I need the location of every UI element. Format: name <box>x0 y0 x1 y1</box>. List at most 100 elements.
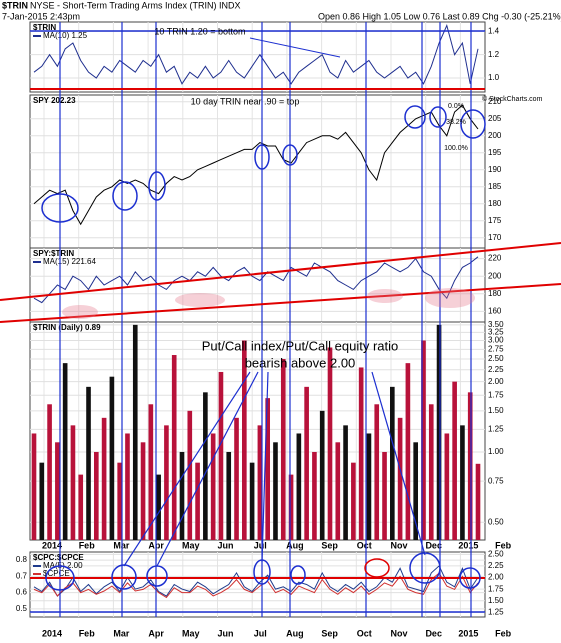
highlight <box>425 288 475 308</box>
arrow-line <box>261 371 269 563</box>
y-tick-label: 0.5 <box>16 604 28 613</box>
panel-title: $TRIN <box>33 23 56 32</box>
annotation: Put/Call index/Put/Call equity ratio <box>202 338 399 353</box>
y-tick-label: 2.00 <box>488 573 504 582</box>
circle-mark <box>41 193 79 223</box>
bar <box>452 381 457 540</box>
bar <box>101 417 107 540</box>
x-tick-label: Feb <box>79 540 96 550</box>
arrow-line <box>123 371 251 567</box>
bar <box>327 347 333 540</box>
y-tick-label: 3.50 <box>488 320 504 329</box>
bar <box>319 410 325 540</box>
bar <box>335 442 341 540</box>
x-tick-label: Mar <box>113 628 130 638</box>
annotation: 0.0% <box>448 103 464 110</box>
bar <box>421 340 426 540</box>
annotation: 100.0% <box>444 145 468 152</box>
bar <box>179 451 185 540</box>
y-tick-label: 1.00 <box>488 447 504 456</box>
bar <box>273 442 278 540</box>
highlight <box>175 293 225 307</box>
x-tick-label: Jun <box>217 540 233 550</box>
bar <box>343 425 348 540</box>
y-tick-label: 200 <box>488 131 502 140</box>
x-tick-label: Sep <box>321 628 338 638</box>
arrow-line <box>156 371 259 567</box>
x-tick-label: Feb <box>79 628 96 638</box>
annotation: 10 day TRIN near .90 = top <box>191 96 300 106</box>
x-tick-label: Feb <box>495 628 512 638</box>
panel <box>29 21 486 93</box>
bar <box>475 463 481 540</box>
y-tick-label: 160 <box>488 307 502 316</box>
bar <box>132 324 138 540</box>
y-tick-label: 1.25 <box>488 607 504 616</box>
bar <box>241 340 247 540</box>
x-tick-label: Nov <box>390 540 407 550</box>
bar <box>164 425 169 540</box>
y-tick-label: 1.25 <box>488 424 504 433</box>
x-tick-label: Jun <box>217 628 233 638</box>
panel-title: SPY 202.23 <box>33 96 76 105</box>
arrow-line <box>249 37 341 58</box>
bar <box>288 474 294 540</box>
bar <box>366 433 372 540</box>
bar <box>93 451 99 540</box>
x-tick-label: Jul <box>254 628 267 638</box>
bar <box>460 425 465 540</box>
bar <box>86 386 91 540</box>
y-tick-label: 3.00 <box>488 336 504 345</box>
y-tick-label: 1.75 <box>488 584 504 593</box>
x-tick-label: Sep <box>321 540 338 550</box>
bar <box>436 324 442 540</box>
x-tick-label: Dec <box>425 540 442 550</box>
bar <box>156 474 161 540</box>
bar <box>428 404 434 540</box>
circle-mark <box>460 109 486 139</box>
bar <box>187 410 193 540</box>
circle-mark <box>459 567 481 589</box>
bar <box>265 398 271 540</box>
bar <box>444 433 450 540</box>
bar <box>125 433 130 540</box>
annotation: bearish above 2.00 <box>245 355 356 370</box>
y-tick-label: 1.75 <box>488 390 504 399</box>
circle-mark <box>148 171 166 201</box>
bar <box>210 433 216 540</box>
bar <box>140 442 146 540</box>
bar <box>39 462 45 540</box>
bar <box>70 425 76 540</box>
circle-mark <box>404 105 426 129</box>
bar <box>31 433 37 540</box>
y-tick-label: 0.75 <box>488 476 504 485</box>
series-line <box>33 104 479 226</box>
bar <box>195 462 200 540</box>
y-tick-label: 0.7 <box>16 571 28 580</box>
bar <box>47 404 52 540</box>
circle-mark <box>364 558 390 578</box>
series-line <box>33 256 479 304</box>
annotation: 10 TRIN 1.20 = bottom <box>154 26 245 36</box>
y-tick-label: 1.0 <box>488 73 500 82</box>
x-tick-label: Oct <box>357 628 372 638</box>
y-tick-label: 210 <box>488 97 502 106</box>
bar <box>358 367 364 540</box>
bar <box>312 451 317 540</box>
bar <box>467 392 473 540</box>
panel-title: $CPC:$CPCE <box>33 553 84 562</box>
legend-label: MA(10) 1.25 <box>43 31 88 40</box>
circle-mark <box>254 144 270 170</box>
x-tick-label: Feb <box>495 540 512 550</box>
y-tick-label: 0.6 <box>16 588 28 597</box>
panel <box>29 247 486 323</box>
quote: Open 0.86 High 1.05 Low 0.76 Last 0.89 C… <box>318 11 561 21</box>
circle-mark <box>112 181 138 211</box>
highlight <box>367 289 403 303</box>
y-tick-label: 1.50 <box>488 406 504 415</box>
circle-mark <box>45 565 75 591</box>
bar <box>78 474 84 540</box>
bar <box>117 462 123 540</box>
bar <box>374 404 380 540</box>
y-tick-label: 185 <box>488 182 502 191</box>
